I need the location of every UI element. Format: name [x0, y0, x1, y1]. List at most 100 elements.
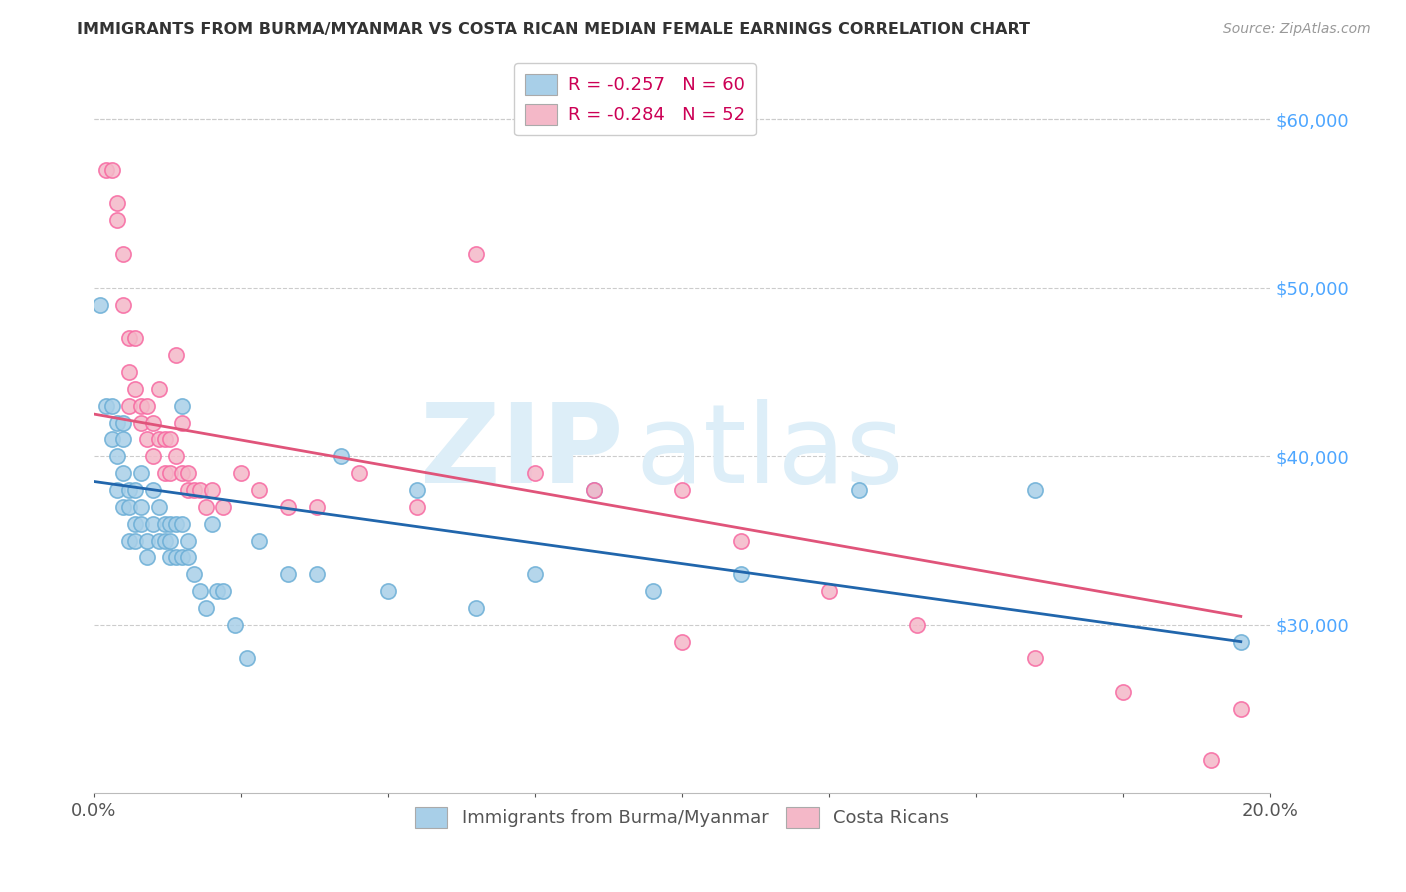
Point [307, 567, 329, 582]
Point [177, 483, 200, 497]
Point [112, 297, 135, 311]
Point [112, 247, 135, 261]
Point [142, 449, 165, 463]
Point [107, 449, 129, 463]
Point [671, 483, 693, 497]
Point [1230, 702, 1253, 716]
Point [159, 433, 181, 447]
Point [212, 584, 235, 599]
Text: Source: ZipAtlas.com: Source: ZipAtlas.com [1223, 22, 1371, 37]
Point [207, 584, 229, 599]
Point [159, 550, 181, 565]
Point [107, 416, 129, 430]
Point [188, 584, 211, 599]
Point [124, 331, 146, 345]
Point [582, 483, 605, 497]
Point [165, 449, 187, 463]
Point [307, 500, 329, 514]
Point [1201, 753, 1223, 767]
Point [107, 213, 129, 227]
Point [112, 416, 135, 430]
Point [129, 500, 152, 514]
Point [177, 550, 200, 565]
Point [329, 449, 352, 463]
Point [112, 466, 135, 480]
Point [153, 433, 176, 447]
Point [94, 399, 117, 413]
Point [94, 162, 117, 177]
Point [118, 533, 141, 548]
Point [247, 533, 270, 548]
Point [465, 601, 488, 615]
Point [224, 617, 246, 632]
Point [1024, 483, 1046, 497]
Point [200, 483, 222, 497]
Point [153, 466, 176, 480]
Point [172, 550, 194, 565]
Point [118, 331, 141, 345]
Point [1112, 685, 1135, 699]
Point [142, 516, 165, 531]
Point [89, 297, 111, 311]
Point [165, 348, 187, 362]
Point [135, 433, 157, 447]
Point [183, 483, 205, 497]
Point [153, 516, 176, 531]
Point [212, 500, 235, 514]
Point [118, 483, 141, 497]
Point [118, 399, 141, 413]
Point [100, 433, 122, 447]
Point [818, 584, 841, 599]
Point [159, 533, 181, 548]
Text: atlas: atlas [636, 400, 904, 506]
Point [1024, 651, 1046, 665]
Point [730, 533, 752, 548]
Point [153, 533, 176, 548]
Point [148, 382, 170, 396]
Point [172, 399, 194, 413]
Point [1230, 634, 1253, 648]
Point [671, 634, 693, 648]
Point [135, 533, 157, 548]
Point [135, 550, 157, 565]
Text: ZIP: ZIP [420, 400, 623, 506]
Point [406, 500, 429, 514]
Point [129, 399, 152, 413]
Point [641, 584, 664, 599]
Point [129, 416, 152, 430]
Point [124, 533, 146, 548]
Point [465, 247, 488, 261]
Point [129, 516, 152, 531]
Point [112, 500, 135, 514]
Point [172, 466, 194, 480]
Point [406, 483, 429, 497]
Point [183, 567, 205, 582]
Point [177, 533, 200, 548]
Point [148, 533, 170, 548]
Point [848, 483, 870, 497]
Point [142, 416, 165, 430]
Point [194, 500, 217, 514]
Point [107, 483, 129, 497]
Point [582, 483, 605, 497]
Point [524, 567, 547, 582]
Legend: Immigrants from Burma/Myanmar, Costa Ricans: Immigrants from Burma/Myanmar, Costa Ric… [408, 800, 956, 835]
Point [247, 483, 270, 497]
Point [159, 466, 181, 480]
Point [129, 466, 152, 480]
Point [118, 365, 141, 379]
Point [100, 399, 122, 413]
Point [524, 466, 547, 480]
Point [905, 617, 928, 632]
Point [148, 433, 170, 447]
Point [730, 567, 752, 582]
Point [118, 500, 141, 514]
Point [148, 500, 170, 514]
Point [200, 516, 222, 531]
Point [188, 483, 211, 497]
Point [159, 516, 181, 531]
Point [135, 399, 157, 413]
Point [142, 483, 165, 497]
Point [124, 382, 146, 396]
Point [172, 516, 194, 531]
